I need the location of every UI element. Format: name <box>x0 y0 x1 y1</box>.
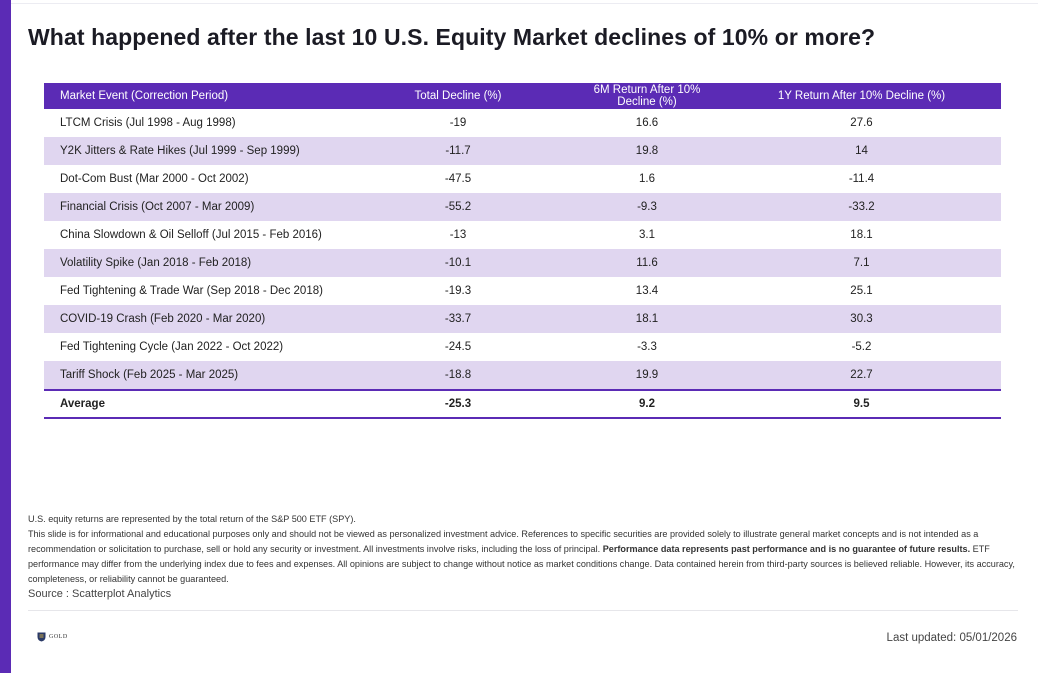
company-logo: GOLD <box>37 632 68 642</box>
cell-total-decline: -47.5 <box>444 173 472 185</box>
cell-market-event: Fed Tightening & Trade War (Sep 2018 - D… <box>60 285 323 297</box>
table-row: LTCM Crisis (Jul 1998 - Aug 1998) -19 16.6… <box>44 109 1001 137</box>
cell-total-decline: -18.8 <box>344 361 572 390</box>
shield-logo-icon <box>37 632 46 642</box>
cell-market-event: Financial Crisis (Oct 2007 - Mar 2009) <box>44 193 344 221</box>
cell-market-event: Fed Tightening Cycle (Jan 2022 - Oct 202… <box>60 341 284 353</box>
cell-6m-return: 19.9 <box>572 361 722 390</box>
header-total-decline: Total Decline (%) <box>344 83 572 109</box>
cell-total-decline: -33.7 <box>344 305 572 333</box>
cell-total-decline: -13 <box>449 229 467 241</box>
header-1y-return: 1Y Return After 10% Decline (%) <box>722 83 1001 109</box>
disclaimer-text-a: This slide is for informational and educ… <box>28 529 979 554</box>
table-row: Tariff Shock (Feb 2025 - Mar 2025) -18.8 1… <box>44 361 1001 390</box>
cell-market-event: China Slowdown & Oil Selloff (Jul 2015 -… <box>60 229 322 241</box>
table-body: LTCM Crisis (Jul 1998 - Aug 1998) -19 16.6… <box>44 109 1001 419</box>
cell-1y-return: 18.1 <box>850 229 873 241</box>
cell-total-decline: -55.2 <box>344 193 572 221</box>
disclaimer-text-b: ETF performance may differ from the unde… <box>28 544 1015 584</box>
table-row: Y2K Jitters & Rate Hikes (Jul 1999 - Sep… <box>44 137 1001 165</box>
cell-1y-return: 27.6 <box>850 117 873 129</box>
cell-market-event: Volatility Spike (Jan 2018 - Feb 2018) <box>44 249 344 277</box>
average-label: Average <box>44 389 344 419</box>
logo-wordmark: GOLD <box>49 634 68 640</box>
header-market-event: Market Event (Correction Period) <box>44 83 344 109</box>
cell-6m-return: 16.6 <box>635 117 659 129</box>
cell-total-decline: -19 <box>449 117 467 129</box>
market-declines-table: Market Event (Correction Period) Total D… <box>44 83 1001 419</box>
cell-1y-return: 25.1 <box>850 285 873 297</box>
cell-market-event: Y2K Jitters & Rate Hikes (Jul 1999 - Sep… <box>44 137 344 165</box>
cell-1y-return: 22.7 <box>722 361 1001 390</box>
footnotes: U.S. equity returns are represented by t… <box>28 512 1018 587</box>
cell-market-event: LTCM Crisis (Jul 1998 - Aug 1998) <box>60 117 236 129</box>
table-row: Dot-Com Bust (Mar 2000 - Oct 2002) -47.5 1… <box>44 165 1001 193</box>
cell-6m-return: -9.3 <box>572 193 722 221</box>
cell-6m-return: 13.4 <box>635 285 659 297</box>
footer-divider <box>28 610 1018 611</box>
footnote-disclaimer: This slide is for informational and educ… <box>28 527 1018 587</box>
table-row: Fed Tightening & Trade War (Sep 2018 - D… <box>44 277 1001 305</box>
cell-1y-return: 30.3 <box>722 305 1001 333</box>
cell-market-event: Tariff Shock (Feb 2025 - Mar 2025) <box>44 361 344 390</box>
table-average-row: Average -25.3 9.2 9.5 <box>44 389 1001 419</box>
average-1y-return: 9.5 <box>722 389 1001 419</box>
cell-6m-return: 18.1 <box>572 305 722 333</box>
footnote-spy: U.S. equity returns are represented by t… <box>28 514 356 524</box>
cell-6m-return: 3.1 <box>639 229 655 241</box>
table-row: Financial Crisis (Oct 2007 - Mar 2009) -5… <box>44 193 1001 221</box>
table-row: China Slowdown & Oil Selloff (Jul 2015 -… <box>44 221 1001 249</box>
cell-6m-return: 1.6 <box>639 173 655 185</box>
top-divider <box>11 3 1038 4</box>
cell-6m-return: 11.6 <box>572 249 722 277</box>
cell-total-decline: -24.5 <box>444 341 472 353</box>
cell-1y-return: -11.4 <box>848 173 875 185</box>
cell-market-event: COVID-19 Crash (Feb 2020 - Mar 2020) <box>44 305 344 333</box>
cell-total-decline: -11.7 <box>344 137 572 165</box>
average-6m-return: 9.2 <box>572 389 722 419</box>
cell-total-decline: -19.3 <box>444 285 472 297</box>
cell-1y-return: -5.2 <box>851 341 872 353</box>
disclaimer-bold-text: Performance data represents past perform… <box>602 544 971 554</box>
average-total-decline: -25.3 <box>344 389 572 419</box>
cell-1y-return: -33.2 <box>722 193 1001 221</box>
source-label: Source : Scatterplot Analytics <box>28 588 172 600</box>
cell-market-event: Dot-Com Bust (Mar 2000 - Oct 2002) <box>60 173 249 185</box>
cell-6m-return: -3.3 <box>637 341 657 353</box>
cell-6m-return: 19.8 <box>572 137 722 165</box>
table-header-row: Market Event (Correction Period) Total D… <box>44 83 1001 109</box>
table-row: Volatility Spike (Jan 2018 - Feb 2018) -1… <box>44 249 1001 277</box>
table-row: Fed Tightening Cycle (Jan 2022 - Oct 202… <box>44 333 1001 361</box>
cell-1y-return: 7.1 <box>722 249 1001 277</box>
header-6m-return: 6M Return After 10% Decline (%) <box>572 83 722 109</box>
accent-sidebar-bar <box>0 0 11 673</box>
last-updated: Last updated: 05/01/2026 <box>886 632 1017 644</box>
cell-total-decline: -10.1 <box>344 249 572 277</box>
table-row: COVID-19 Crash (Feb 2020 - Mar 2020) -33.… <box>44 305 1001 333</box>
cell-1y-return: 14 <box>722 137 1001 165</box>
page-title: What happened after the last 10 U.S. Equ… <box>28 24 876 50</box>
